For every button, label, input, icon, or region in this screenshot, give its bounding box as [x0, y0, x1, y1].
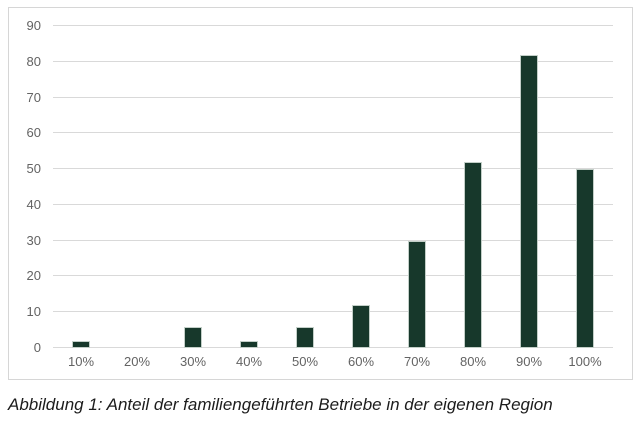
gridline-0 — [53, 347, 613, 348]
gridline-50 — [53, 168, 613, 170]
bar-40% — [240, 340, 258, 348]
bar-60% — [352, 305, 370, 348]
gridline-80 — [53, 60, 613, 62]
x-axis-label-100%: 100% — [568, 354, 602, 369]
y-axis-label-40: 40 — [26, 196, 41, 212]
gridline-40 — [53, 203, 613, 205]
bar-70% — [408, 240, 426, 348]
bar-100% — [576, 169, 594, 348]
x-axis-label-90%: 90% — [515, 354, 543, 369]
y-axis-label-10: 10 — [26, 304, 41, 320]
bar-90% — [520, 54, 538, 348]
y-axis-label-0: 0 — [33, 340, 41, 355]
x-axis-label-20%: 20% — [123, 354, 151, 369]
x-axis-label-10%: 10% — [67, 354, 95, 369]
gridline-60 — [53, 132, 613, 134]
x-axis-label-30%: 30% — [179, 354, 207, 369]
plot-area: 0 10 20 30 40 50 60 70 80 90 10% 20% 30% 40% 50% 60% 70%… — [27, 18, 613, 369]
y-axis-label-80: 80 — [26, 53, 41, 69]
gridline-20 — [53, 275, 613, 277]
x-axis-label-40%: 40% — [235, 354, 263, 369]
x-axis-label-70%: 70% — [403, 354, 431, 369]
gridline-30 — [53, 239, 613, 241]
gridline-10 — [53, 311, 613, 313]
y-axis-label-50: 50 — [26, 161, 41, 177]
y-axis-label-30: 30 — [26, 232, 41, 248]
y-axis-label-20: 20 — [26, 268, 41, 284]
gridline-70 — [53, 96, 613, 98]
gridline-90 — [53, 25, 613, 26]
bar-80% — [464, 161, 482, 348]
x-axis-label-60%: 60% — [347, 354, 375, 369]
bar-30% — [184, 326, 202, 348]
bar-50% — [296, 326, 314, 348]
y-axis-label-70: 70 — [26, 89, 41, 105]
y-axis-label-90: 90 — [26, 18, 41, 33]
chart-frame: 0 10 20 30 40 50 60 70 80 90 10% 20% 30% 40% 50% 60% 70%… — [8, 7, 633, 380]
x-axis-label-80%: 80% — [459, 354, 487, 369]
figure-caption: Abbildung 1: Anteil der familiengeführte… — [8, 395, 553, 414]
bar-10% — [72, 340, 90, 348]
y-axis-label-60: 60 — [26, 125, 41, 141]
x-axis-label-50%: 50% — [291, 354, 319, 369]
